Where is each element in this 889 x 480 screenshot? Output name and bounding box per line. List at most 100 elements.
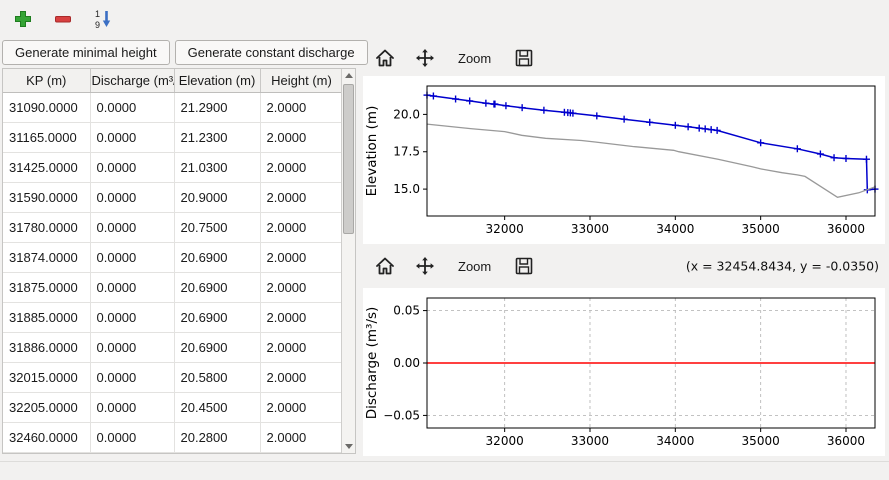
table-cell[interactable]: 2.0000 [260,212,344,243]
elevation-chart-canvas: 32000 33000 34000 35000 36000 15.0 17.5 20.0 Ele… [364,85,879,236]
table-cell[interactable]: 0.0000 [90,122,175,153]
save-icon [515,49,533,67]
svg-text:33000: 33000 [571,434,609,448]
table-row: 31885.0000 0.0000 20.6900 2.0000 [3,302,344,333]
discharge-pan-button[interactable] [409,252,441,280]
svg-text:9: 9 [95,20,100,30]
column-header-discharge[interactable]: Discharge (m³/s) [90,69,175,93]
column-header-height[interactable]: Height (m) [260,69,344,93]
table-cell[interactable]: 21.2300 [174,122,261,153]
table-cell[interactable]: 0.0000 [90,392,175,423]
table-cell[interactable]: 20.9000 [174,182,261,213]
table-cell[interactable]: 0.0000 [90,152,175,183]
remove-row-button[interactable] [48,5,78,33]
scroll-up-button[interactable] [342,69,355,82]
home-icon [376,49,394,67]
table-cell[interactable]: 32015.0000 [3,362,91,393]
table-cell[interactable]: 31425.0000 [3,152,91,183]
table-cell[interactable]: 20.5800 [174,362,261,393]
table-cell[interactable]: 2.0000 [260,242,344,273]
home-icon [376,257,394,275]
column-header-elevation[interactable]: Elevation (m) [174,69,261,93]
generate-minimal-height-button[interactable]: Generate minimal height [2,40,170,65]
elevation-save-button[interactable] [508,44,540,72]
data-table: KP (m) Discharge (m³/s) Elevation (m) He… [2,68,356,454]
elevation-pan-button[interactable] [409,44,441,72]
table-cell[interactable]: 0.0000 [90,362,175,393]
scrollbar-thumb[interactable] [343,84,354,234]
discharge-home-button[interactable] [369,252,401,280]
pan-icon [416,257,434,275]
svg-text:15.0: 15.0 [393,182,420,196]
table-cell[interactable]: 0.0000 [90,272,175,303]
elevation-home-button[interactable] [369,44,401,72]
table-cell[interactable]: 20.4500 [174,392,261,423]
svg-text:32000: 32000 [486,222,524,236]
generate-buttons-row: Generate minimal height Generate constan… [2,40,368,65]
table-cell[interactable]: 0.0000 [90,92,175,123]
table-cell[interactable]: 20.6900 [174,272,261,303]
svg-text:36000: 36000 [827,222,865,236]
table-cell[interactable]: 20.7500 [174,212,261,243]
table-cell[interactable]: 2.0000 [260,92,344,123]
table-cell[interactable]: 31885.0000 [3,302,91,333]
table-cell[interactable]: 0.0000 [90,212,175,243]
table-cell[interactable]: 31590.0000 [3,182,91,213]
table-cell[interactable]: 2.0000 [260,392,344,423]
table-cell[interactable]: 2.0000 [260,182,344,213]
svg-text:34000: 34000 [656,222,694,236]
elevation-zoom-button[interactable]: Zoom [449,45,500,71]
status-bar [0,461,889,480]
table-cell[interactable]: 32205.0000 [3,392,91,423]
table-cell[interactable]: 0.0000 [90,182,175,213]
table-cell[interactable]: 31874.0000 [3,242,91,273]
table-cell[interactable]: 20.6900 [174,302,261,333]
sort-rows-button[interactable]: 1 9 [88,5,118,33]
table-cell[interactable]: 21.2900 [174,92,261,123]
plus-icon [15,11,31,27]
table-cell[interactable]: 31165.0000 [3,122,91,153]
elevation-chart[interactable]: 32000 33000 34000 35000 36000 15.0 17.5 20.0 Ele… [363,76,885,244]
svg-text:Discharge (m³/s): Discharge (m³/s) [364,307,380,420]
generate-constant-discharge-button[interactable]: Generate constant discharge [174,40,368,65]
svg-text:Elevation (m): Elevation (m) [364,106,380,197]
discharge-plot-toolbar: Zoom (x = 32454.8434, y = -0.0350) [363,244,885,288]
table-cell[interactable]: 31090.0000 [3,92,91,123]
table-cell[interactable]: 2.0000 [260,122,344,153]
add-row-button[interactable] [8,5,38,33]
table-row: 32205.0000 0.0000 20.4500 2.0000 [3,392,344,423]
discharge-zoom-button[interactable]: Zoom [449,253,500,279]
table-cell[interactable]: 2.0000 [260,272,344,303]
table-row: 31165.0000 0.0000 21.2300 2.0000 [3,122,344,153]
table-row: 32460.0000 0.0000 20.2800 2.0000 [3,422,344,453]
table-cell[interactable]: 20.6900 [174,242,261,273]
scroll-down-button[interactable] [342,440,355,453]
svg-text:−0.05: −0.05 [383,408,420,422]
table-cell[interactable]: 0.0000 [90,422,175,453]
table-row: 31780.0000 0.0000 20.7500 2.0000 [3,212,344,243]
table-cell[interactable]: 0.0000 [90,332,175,363]
column-header-kp[interactable]: KP (m) [3,69,91,93]
table-cell[interactable]: 31780.0000 [3,212,91,243]
table-cell[interactable]: 32460.0000 [3,422,91,453]
table-cell[interactable]: 0.0000 [90,302,175,333]
table-cell[interactable]: 2.0000 [260,152,344,183]
table-cell[interactable]: 21.0300 [174,152,261,183]
table-cell[interactable]: 0.0000 [90,242,175,273]
minus-icon [55,16,71,23]
table-cell[interactable]: 2.0000 [260,302,344,333]
table-header-row: KP (m) Discharge (m³/s) Elevation (m) He… [3,69,344,93]
discharge-chart[interactable]: 32000 33000 34000 35000 36000 0.05 0.00 −0.05 Di… [363,288,885,456]
table-cell[interactable]: 2.0000 [260,362,344,393]
table-cell[interactable]: 20.6900 [174,332,261,363]
table-cell[interactable]: 2.0000 [260,422,344,453]
table-cell[interactable]: 2.0000 [260,332,344,363]
table-cell[interactable]: 31886.0000 [3,332,91,363]
table-cell[interactable]: 20.2800 [174,422,261,453]
vertical-scrollbar[interactable] [341,69,355,453]
svg-text:32000: 32000 [486,434,524,448]
svg-text:35000: 35000 [742,222,780,236]
discharge-save-button[interactable] [508,252,540,280]
table-cell[interactable]: 31875.0000 [3,272,91,303]
